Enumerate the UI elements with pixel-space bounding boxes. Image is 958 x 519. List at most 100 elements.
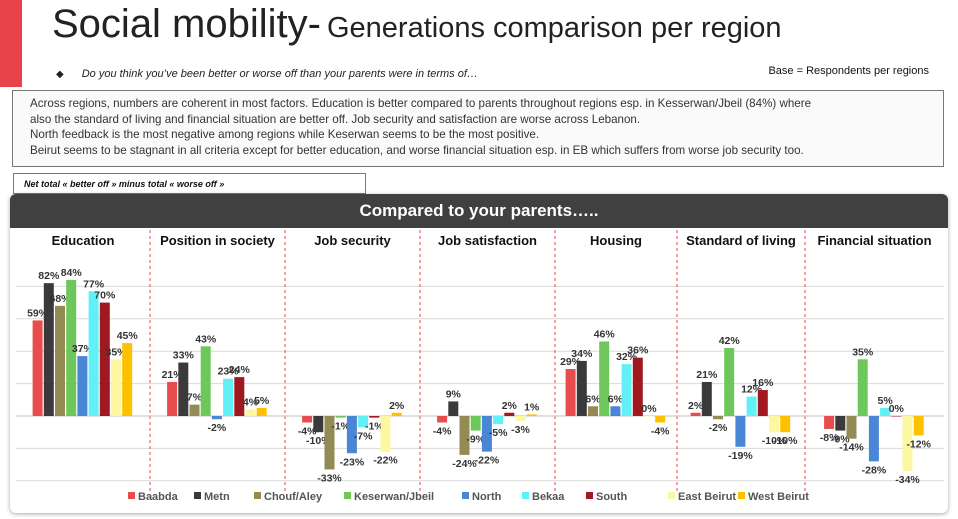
data-label: -10% bbox=[762, 435, 787, 447]
data-label: 35% bbox=[852, 346, 874, 358]
bar bbox=[769, 416, 779, 433]
data-label: -4% bbox=[298, 425, 317, 437]
data-label: 16% bbox=[752, 377, 774, 389]
question-text: Do you think you’ve been better or worse… bbox=[81, 68, 478, 80]
bar bbox=[655, 416, 666, 423]
data-label: 21% bbox=[162, 369, 184, 381]
data-label: -24% bbox=[452, 458, 477, 470]
data-label: -34% bbox=[895, 474, 920, 486]
category-label: Position in society bbox=[160, 233, 276, 248]
legend-label: Metn bbox=[204, 491, 230, 503]
bar bbox=[167, 381, 178, 416]
legend-swatch bbox=[668, 492, 675, 499]
legend-label: North bbox=[472, 491, 502, 503]
data-label: 2% bbox=[688, 400, 704, 412]
bar bbox=[599, 341, 610, 416]
data-label: -22% bbox=[373, 455, 398, 467]
category-label: Job satisfaction bbox=[438, 233, 537, 248]
legend-label: West Beirut bbox=[748, 491, 809, 503]
legend-swatch bbox=[586, 492, 593, 499]
bar bbox=[632, 357, 643, 416]
accent-bar bbox=[0, 0, 22, 87]
bar bbox=[891, 416, 902, 417]
bar bbox=[724, 347, 735, 416]
data-label: 9% bbox=[446, 388, 462, 400]
data-label: -12% bbox=[906, 438, 931, 450]
category-label: Education bbox=[52, 233, 115, 248]
chart-header: Compared to your parents….. bbox=[10, 194, 948, 228]
data-label: 45% bbox=[117, 330, 139, 342]
bar bbox=[324, 416, 335, 470]
data-label: 43% bbox=[195, 333, 217, 345]
legend-swatch bbox=[738, 492, 745, 499]
bar bbox=[43, 283, 54, 416]
data-label: 21% bbox=[696, 369, 718, 381]
bar bbox=[515, 416, 526, 421]
category-label: Standard of living bbox=[686, 233, 796, 248]
data-label: -8% bbox=[820, 432, 839, 444]
bar bbox=[256, 407, 267, 416]
bar bbox=[211, 416, 222, 420]
bar bbox=[588, 406, 598, 416]
data-label: -9% bbox=[466, 434, 485, 446]
data-label: 37% bbox=[72, 343, 94, 355]
bar bbox=[302, 416, 313, 423]
data-label: 0% bbox=[889, 403, 905, 415]
bar bbox=[77, 356, 88, 416]
data-label: -23% bbox=[340, 456, 365, 468]
data-label: 36% bbox=[627, 345, 649, 357]
bar bbox=[576, 360, 587, 416]
data-label: -4% bbox=[651, 425, 670, 437]
legend-swatch bbox=[522, 492, 529, 499]
bar-chart: Education Position in society Job security… bbox=[16, 230, 944, 503]
bar bbox=[644, 416, 654, 417]
bar bbox=[913, 416, 924, 436]
bar bbox=[713, 416, 723, 420]
category-label: Job security bbox=[314, 233, 391, 248]
bar bbox=[902, 416, 913, 472]
bar bbox=[735, 416, 746, 447]
legend-swatch bbox=[194, 492, 201, 499]
bar bbox=[313, 416, 324, 433]
data-label: 2% bbox=[389, 400, 405, 412]
data-label: -5% bbox=[489, 427, 508, 439]
bar bbox=[380, 416, 391, 452]
bar bbox=[391, 412, 402, 416]
bar bbox=[857, 359, 868, 416]
bar bbox=[824, 416, 835, 429]
bar bbox=[99, 302, 110, 416]
data-label: -22% bbox=[475, 455, 500, 467]
bar bbox=[621, 364, 632, 416]
data-label: -3% bbox=[511, 424, 530, 436]
bar bbox=[122, 343, 133, 416]
data-label: -33% bbox=[317, 472, 342, 484]
bar bbox=[88, 291, 99, 416]
data-label: -10% bbox=[773, 435, 798, 447]
legend-label: Keserwan/Jbeil bbox=[354, 491, 434, 503]
bar bbox=[66, 279, 77, 416]
legend-swatch bbox=[254, 492, 261, 499]
data-label: 6% bbox=[585, 393, 601, 405]
data-label: 35% bbox=[105, 346, 127, 358]
category-label: Financial situation bbox=[817, 233, 931, 248]
bar bbox=[111, 359, 121, 416]
bar bbox=[504, 412, 515, 416]
legend-swatch bbox=[128, 492, 135, 499]
title-sub: Generations comparison per region bbox=[326, 12, 782, 44]
data-label: 12% bbox=[741, 384, 763, 396]
summary-text: Across regions, numbers are coherent in … bbox=[30, 97, 812, 157]
legend-label: Chouf/Aley bbox=[264, 491, 323, 503]
data-label: 5% bbox=[254, 395, 270, 407]
data-label: 1% bbox=[524, 401, 540, 413]
data-label: 2% bbox=[502, 400, 518, 412]
data-label: -28% bbox=[862, 464, 887, 476]
data-label: 59% bbox=[27, 307, 49, 319]
bar bbox=[55, 305, 65, 416]
legend-swatch bbox=[462, 492, 469, 499]
data-label: 42% bbox=[719, 335, 741, 347]
bar bbox=[493, 416, 504, 425]
bar bbox=[780, 416, 791, 433]
summary-box: Across regions, numbers are coherent in … bbox=[12, 90, 944, 167]
data-label: 32% bbox=[616, 351, 638, 363]
bar bbox=[868, 416, 879, 462]
